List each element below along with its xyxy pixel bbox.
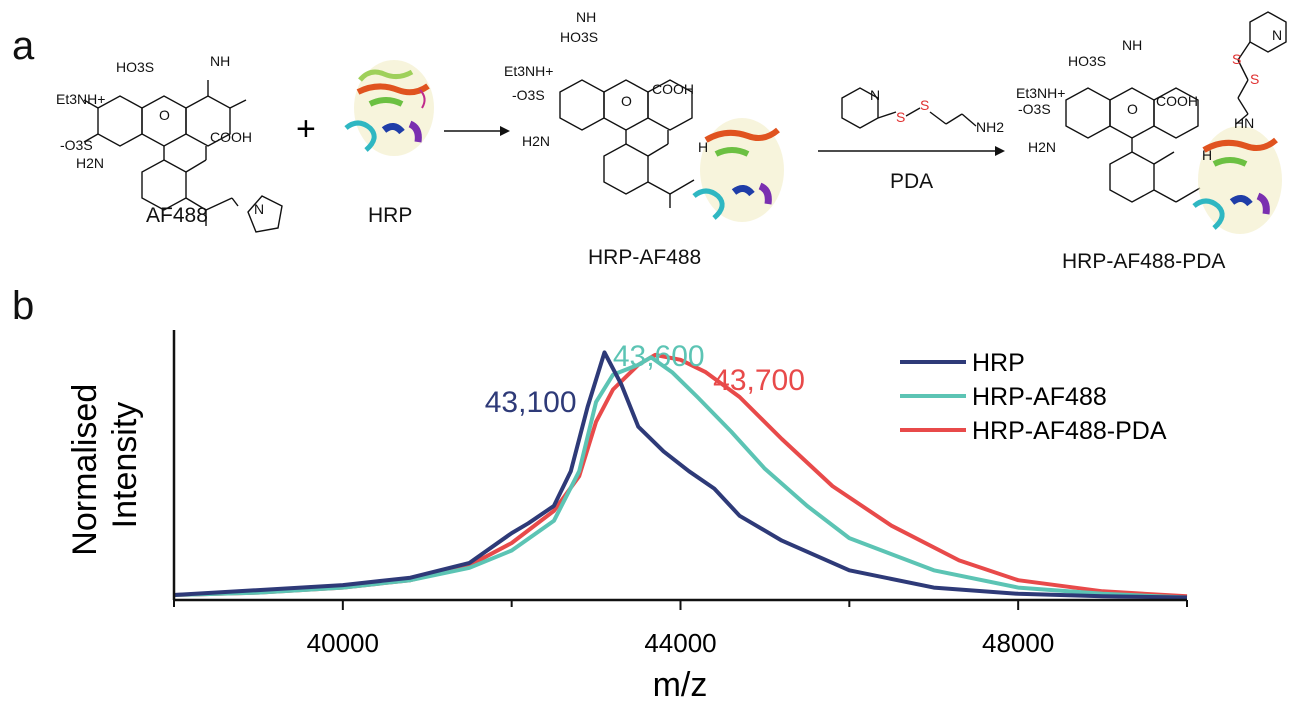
x-axis-label: m/z [653,666,708,702]
legend-label: HRP [972,349,1025,377]
chem-ring-n-1: N [254,201,264,217]
legend-label: HRP-AF488 [972,383,1107,411]
af488-structure [83,80,283,233]
pda-structure [841,87,977,129]
chem-ring-o-1: O [159,107,170,123]
chem-nh-link-3: HN [1234,115,1254,131]
chem-so3minus-1: -O3S [60,137,93,153]
label-hrp-af488: HRP-AF488 [588,246,702,269]
x-tick-label: 40000 [307,628,379,658]
chem-et3nh-3: Et3NH+ [1016,85,1065,101]
label-hrp-af488-pda: HRP-AF488-PDA [1062,250,1226,273]
chem-ring-n-3: N [1272,27,1282,43]
series-line-hrp-af488 [173,355,1188,600]
chem-so3h-1: HO3S [116,59,154,75]
chem-cooh-3: COOH [1156,93,1198,109]
chem-amine-1: H2N [76,155,104,171]
chem-imine-1: NH [210,53,230,69]
chem-imine-3: NH [1122,37,1142,53]
chem-nh2-pda: NH2 [976,119,1004,135]
chem-so3h-2: HO3S [560,29,598,45]
hrp-protein-illustration [344,60,434,156]
y-axis-label: Normalised Intensity [66,374,144,555]
chem-amine-3: H2N [1028,139,1056,155]
peak-annotation: 43,600 [613,340,705,373]
chem-ring-n-pda: N [870,87,880,103]
chem-ring-o-3: O [1127,101,1138,117]
peak-annotation: 43,100 [485,386,577,419]
plus-sign: + [296,110,316,148]
panel-b-letter: b [12,284,35,328]
hrp-protein-illustration-3 [1192,126,1282,234]
chem-sulfur-3b: S [1250,71,1259,87]
chem-amine-2: H2N [522,133,550,149]
chem-et3nh-1: Et3NH+ [56,91,105,107]
chem-so3minus-3: -O3S [1018,101,1051,117]
y-axis-label-line-1: Normalised [66,384,104,556]
y-axis-label-line-2: Intensity [106,402,144,529]
chem-sulfur-pda-a: S [896,109,905,125]
label-hrp: HRP [368,204,413,227]
x-tick-label: 48000 [982,628,1054,658]
panel-a-letter: a [12,24,35,68]
chem-et3nh-2: Et3NH+ [504,63,553,79]
chem-sulfur-pda-b: S [920,97,929,113]
chem-sulfur-3a: S [1232,51,1241,67]
chem-so3h-3: HO3S [1068,53,1106,69]
chem-amide-h-2: H [698,139,708,155]
chem-amide-h-3: H [1202,147,1212,163]
label-af488: AF488 [146,204,208,227]
chem-cooh-1: COOH [210,129,252,145]
chem-cooh-2: COOH [652,81,694,97]
hrp-protein-illustration-2 [692,118,784,222]
peak-annotation: 43,700 [713,364,805,397]
hrp-af488-structure [559,79,695,208]
series-line-hrp [173,350,1188,600]
chem-imine-2: NH [576,9,596,25]
label-pda: PDA [890,170,934,193]
legend-label: HRP-AF488-PDA [972,417,1167,445]
chem-ring-o-2: O [621,93,632,109]
chem-so3minus-2: -O3S [512,87,545,103]
x-tick-label: 44000 [644,628,716,658]
hrp-af488-pda-structure [1065,11,1287,203]
